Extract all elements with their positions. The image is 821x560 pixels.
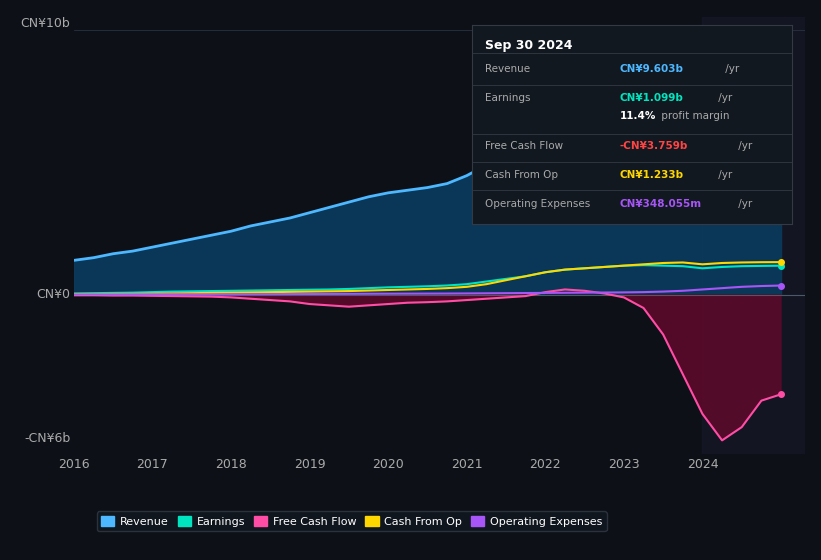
Legend: Revenue, Earnings, Free Cash Flow, Cash From Op, Operating Expenses: Revenue, Earnings, Free Cash Flow, Cash … [97, 511, 607, 531]
Text: CN¥9.603b: CN¥9.603b [619, 64, 683, 74]
Text: Cash From Op: Cash From Op [485, 170, 558, 180]
Bar [703, 17, 805, 454]
Text: Sep 30 2024: Sep 30 2024 [485, 39, 572, 52]
Text: CN¥348.055m: CN¥348.055m [619, 199, 701, 209]
Text: /yr: /yr [735, 199, 752, 209]
Text: profit margin: profit margin [658, 111, 729, 120]
Text: CN¥1.233b: CN¥1.233b [619, 170, 684, 180]
Text: /yr: /yr [715, 170, 732, 180]
Text: CN¥1.099b: CN¥1.099b [619, 93, 683, 103]
Text: /yr: /yr [735, 142, 752, 151]
Text: CN¥0: CN¥0 [36, 288, 71, 301]
Text: -CN¥6b: -CN¥6b [24, 432, 71, 445]
Text: /yr: /yr [722, 64, 739, 74]
Text: Revenue: Revenue [485, 64, 530, 74]
Text: CN¥10b: CN¥10b [21, 17, 71, 30]
Text: Free Cash Flow: Free Cash Flow [485, 142, 563, 151]
Text: -CN¥3.759b: -CN¥3.759b [619, 142, 688, 151]
Text: Operating Expenses: Operating Expenses [485, 199, 590, 209]
Text: Earnings: Earnings [485, 93, 530, 103]
Text: /yr: /yr [715, 93, 732, 103]
Text: 11.4%: 11.4% [619, 111, 656, 120]
